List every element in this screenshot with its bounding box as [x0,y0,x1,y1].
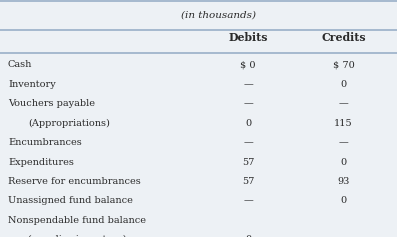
Text: —: — [243,80,253,89]
Text: —: — [243,196,253,205]
Text: Credits: Credits [321,32,366,43]
Text: 57: 57 [242,177,254,186]
Text: Vouchers payable: Vouchers payable [8,99,95,108]
Text: $ 0: $ 0 [240,60,256,69]
Text: Inventory: Inventory [8,80,56,89]
Text: 0: 0 [340,80,347,89]
Text: Cash: Cash [8,60,32,69]
Text: (supplies inventory): (supplies inventory) [28,235,126,237]
Text: (Appropriations): (Appropriations) [28,119,110,128]
Text: Encumbrances: Encumbrances [8,138,82,147]
Text: Nonspendable fund balance: Nonspendable fund balance [8,216,146,225]
Text: —: — [243,138,253,147]
Text: Expenditures: Expenditures [8,158,74,167]
Text: 115: 115 [334,119,353,128]
Text: 93: 93 [337,177,350,186]
Text: $ 70: $ 70 [333,60,354,69]
Text: 0: 0 [340,196,347,205]
Text: —: — [339,235,348,237]
Text: Unassigned fund balance: Unassigned fund balance [8,196,133,205]
Text: —: — [339,138,348,147]
Text: (in thousands): (in thousands) [181,11,256,20]
Text: 0: 0 [245,235,251,237]
Text: —: — [243,99,253,108]
Text: 0: 0 [340,158,347,167]
Text: 0: 0 [245,119,251,128]
Text: —: — [339,99,348,108]
Text: Reserve for encumbrances: Reserve for encumbrances [8,177,141,186]
Text: Debits: Debits [228,32,268,43]
Text: 57: 57 [242,158,254,167]
